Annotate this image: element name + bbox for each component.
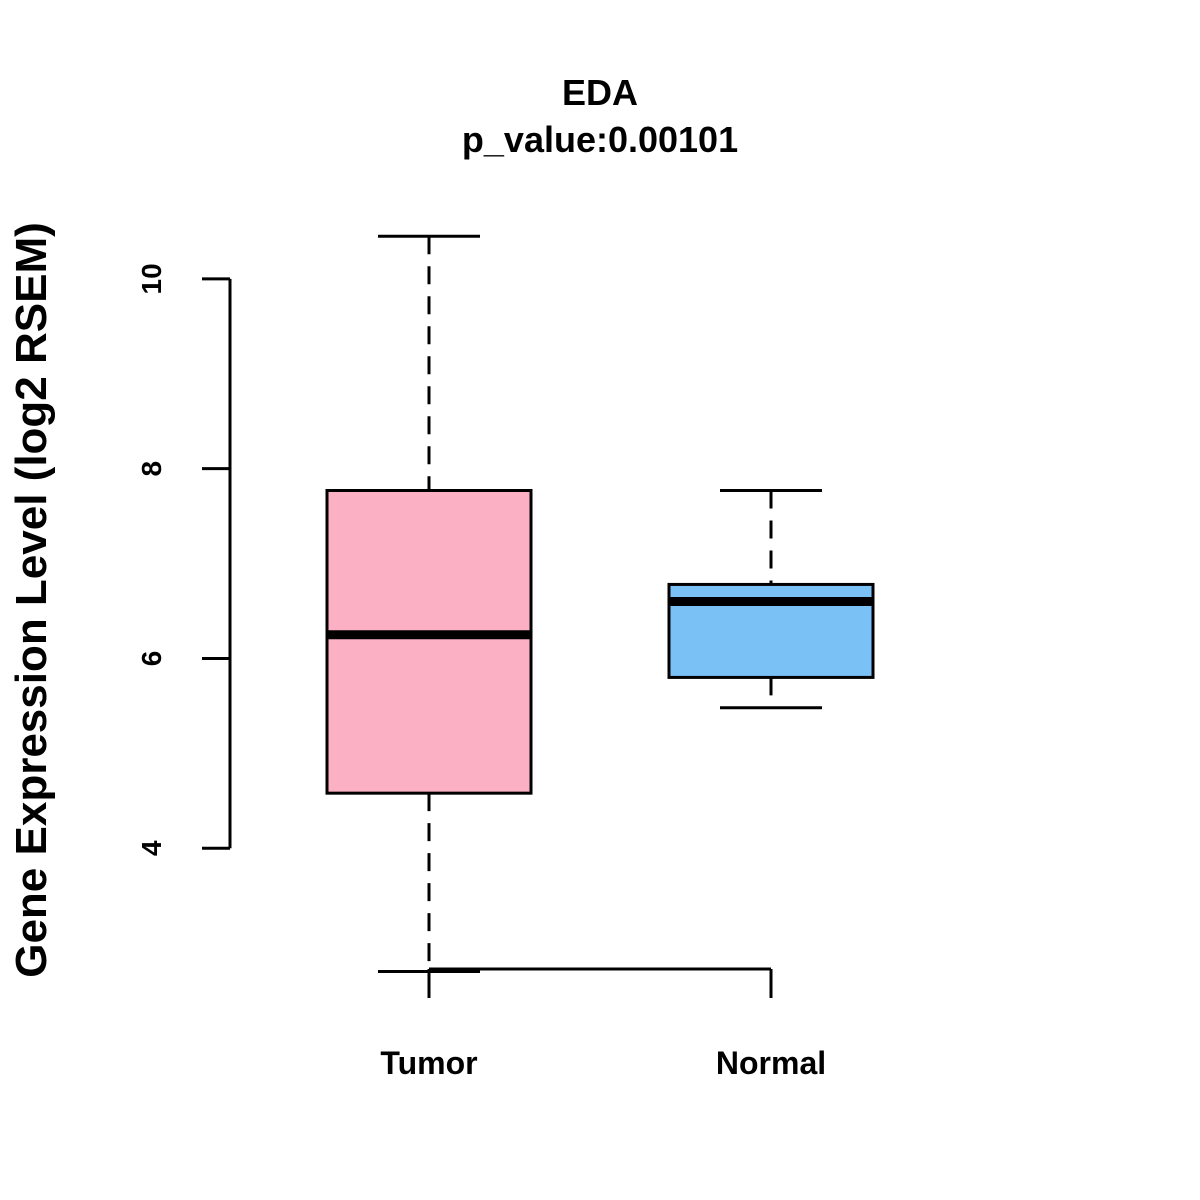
y-tick-label: 10	[136, 263, 167, 294]
y-axis-label: Gene Expression Level (log2 RSEM)	[7, 222, 56, 978]
y-tick-label: 4	[136, 840, 167, 856]
x-tick-label-tumor: Tumor	[380, 1045, 477, 1081]
y-tick-label: 8	[136, 461, 167, 477]
iqr-box	[325, 489, 533, 795]
chart-subtitle: p_value:0.00101	[462, 119, 738, 160]
x-tick-label-normal: Normal	[716, 1045, 826, 1081]
chart-title: EDA	[562, 72, 638, 113]
y-axis: 4 6 8 10	[136, 263, 232, 856]
y-tick-label: 6	[136, 651, 167, 667]
box-group	[325, 234, 875, 974]
box-normal	[667, 489, 875, 710]
box-tumor	[325, 234, 533, 974]
x-axis: Tumor Normal	[380, 967, 826, 1081]
